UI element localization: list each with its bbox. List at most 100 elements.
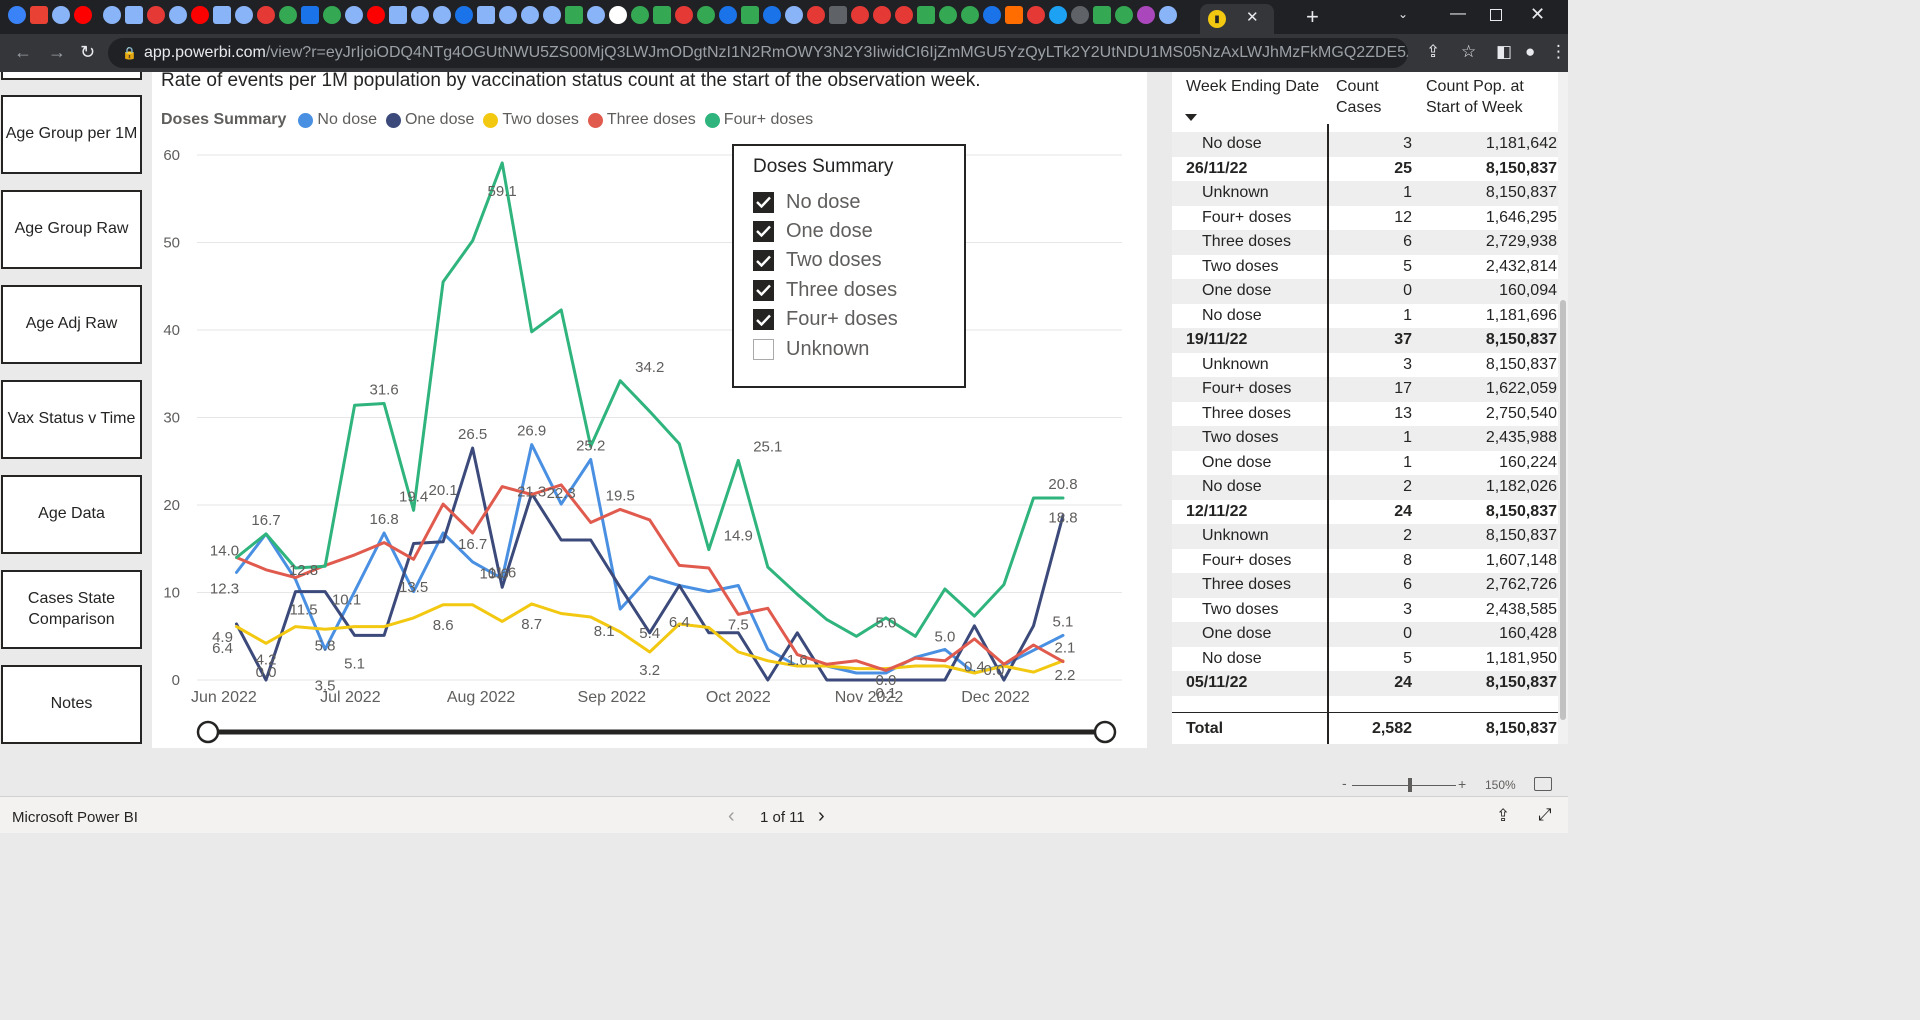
checkbox-checked-icon[interactable] (753, 279, 774, 301)
table-row[interactable]: Two doses 3 2,438,585 (1172, 598, 1558, 623)
table-row[interactable]: Four+ doses 12 1,646,295 (1172, 206, 1558, 231)
tab-favicon[interactable] (763, 6, 781, 24)
tab-favicon[interactable] (323, 6, 341, 24)
tab-favicon[interactable] (785, 6, 803, 24)
new-tab-icon[interactable]: + (1306, 4, 1319, 29)
chevron-down-icon[interactable]: ⌄ (1398, 7, 1409, 21)
table-scrollbar[interactable] (1558, 72, 1568, 744)
slicer-option[interactable]: Four+ doses (753, 307, 898, 333)
table-group-row[interactable]: 12/11/22 24 8,150,837 (1172, 500, 1558, 525)
legend-item[interactable]: Three doses (587, 111, 696, 129)
reload-icon[interactable]: ↻ (80, 42, 96, 62)
table-row[interactable]: One dose 1 160,224 (1172, 451, 1558, 476)
column-header-count-cases[interactable]: Count Cases (1336, 76, 1381, 118)
table-row[interactable]: Three doses 6 2,762,726 (1172, 573, 1558, 598)
nav-button-age-data[interactable]: Age Data (1, 475, 142, 554)
tab-favicon[interactable] (697, 6, 715, 24)
zoom-slider-track[interactable] (1352, 785, 1456, 786)
tab-favicon[interactable] (1093, 6, 1111, 24)
tab-favicon[interactable] (961, 6, 979, 24)
tab-favicon[interactable] (653, 6, 671, 24)
tab-favicon[interactable] (1049, 6, 1067, 24)
nav-button-age-group-raw[interactable]: Age Group Raw (1, 190, 142, 269)
legend-item[interactable]: Two doses (483, 111, 579, 129)
column-header-count-pop[interactable]: Count Pop. at Start of Week (1426, 76, 1524, 118)
address-bar[interactable]: 🔒 app.powerbi.com/view?r=eyJrIjoiODQ4NTg… (108, 38, 1408, 68)
tab-favicon[interactable] (521, 6, 539, 24)
line-chart-visual[interactable]: 0 10 20 30 40 50 60 Jun 2022 Jul 2022 Aug 2022 Sep… (152, 70, 1147, 748)
forward-icon[interactable]: → (48, 42, 66, 62)
legend-item[interactable]: One dose (385, 111, 474, 129)
table-group-row[interactable]: 26/11/22 25 8,150,837 (1172, 157, 1558, 182)
tab-favicon[interactable] (477, 6, 495, 24)
checkbox-unchecked-icon[interactable] (753, 338, 774, 360)
tab-favicon[interactable] (74, 6, 92, 24)
tab-favicon[interactable] (917, 6, 935, 24)
share-icon[interactable]: ⇪ (1496, 806, 1511, 825)
table-row[interactable]: No dose 1 1,181,696 (1172, 304, 1558, 329)
slicer-option[interactable]: Three doses (753, 277, 897, 303)
tab-favicon[interactable] (345, 6, 363, 24)
nav-button-notes[interactable]: Notes (1, 665, 142, 744)
checkbox-checked-icon[interactable] (753, 250, 774, 272)
tab-favicon[interactable] (30, 6, 48, 24)
table-row[interactable]: Three doses 13 2,750,540 (1172, 402, 1558, 427)
tab-favicon[interactable] (125, 6, 143, 24)
tab-favicon[interactable] (939, 6, 957, 24)
zoom-out-button[interactable]: - (1342, 775, 1347, 791)
maximize-icon[interactable] (1490, 9, 1502, 21)
nav-button-cases-state-comparison[interactable]: Cases State Comparison (1, 570, 142, 649)
tab-favicon[interactable] (147, 6, 165, 24)
more-menu-icon[interactable]: ⋮ (1550, 42, 1567, 61)
sort-descending-icon[interactable] (1185, 114, 1197, 121)
checkbox-checked-icon[interactable] (753, 309, 774, 331)
tab-favicon[interactable] (719, 6, 737, 24)
slicer-option[interactable]: No dose (753, 189, 861, 215)
tab-favicon[interactable] (895, 6, 913, 24)
tab-favicon[interactable] (851, 6, 869, 24)
tab-favicon[interactable] (1071, 6, 1089, 24)
window-close-icon[interactable]: ✕ (1530, 4, 1546, 24)
tab-favicon[interactable] (1137, 6, 1155, 24)
column-header-week-ending-date[interactable]: Week Ending Date (1186, 78, 1320, 95)
tab-favicon[interactable] (235, 6, 253, 24)
zoom-in-button[interactable]: + (1458, 776, 1467, 792)
nav-button-age-group-per-1m[interactable]: Age Group per 1M (1, 95, 142, 174)
tab-favicon[interactable] (741, 6, 759, 24)
active-tab[interactable]: ▮ ✕ (1200, 4, 1274, 34)
table-row[interactable]: One dose 0 160,428 (1172, 622, 1558, 647)
tab-favicon[interactable] (455, 6, 473, 24)
side-panel-icon[interactable]: ◧ (1496, 42, 1513, 61)
tab-favicon[interactable] (279, 6, 297, 24)
nav-button-vax-status-v-time[interactable]: Vax Status v Time (1, 380, 142, 459)
tab-favicon[interactable] (1005, 6, 1023, 24)
tab-favicon[interactable] (257, 6, 275, 24)
table-row[interactable]: Three doses 6 2,729,938 (1172, 230, 1558, 255)
tab-favicon[interactable] (389, 6, 407, 24)
table-group-row[interactable]: 05/11/22 24 8,150,837 (1172, 671, 1558, 696)
table-row[interactable]: No dose 2 1,182,026 (1172, 475, 1558, 500)
tab-favicon[interactable] (367, 6, 385, 24)
table-row[interactable]: No dose 3 1,181,642 (1172, 132, 1558, 157)
minimize-icon[interactable]: — (1450, 5, 1466, 22)
tab-favicon[interactable] (301, 6, 319, 24)
share-page-icon[interactable]: ⇪ (1426, 42, 1441, 61)
tab-favicon[interactable] (213, 6, 231, 24)
table-row[interactable]: No dose 5 1,181,950 (1172, 647, 1558, 672)
tab-favicon[interactable] (829, 6, 847, 24)
tab-favicon[interactable] (52, 6, 70, 24)
tab-favicon[interactable] (807, 6, 825, 24)
table-row[interactable]: Two doses 5 2,432,814 (1172, 255, 1558, 280)
tab-favicon[interactable] (1159, 6, 1177, 24)
bookmark-star-icon[interactable]: ☆ (1461, 42, 1477, 61)
checkbox-checked-icon[interactable] (753, 220, 774, 242)
tab-favicon[interactable] (675, 6, 693, 24)
legend-item[interactable]: No dose (298, 111, 377, 129)
close-icon[interactable]: ✕ (1246, 9, 1259, 26)
next-page-icon[interactable]: › (818, 805, 825, 827)
tab-favicon[interactable] (1115, 6, 1133, 24)
table-scrollbar-thumb[interactable] (1560, 300, 1566, 720)
tab-favicon[interactable] (631, 6, 649, 24)
tab-favicon[interactable] (565, 6, 583, 24)
tab-favicon[interactable] (169, 6, 187, 24)
